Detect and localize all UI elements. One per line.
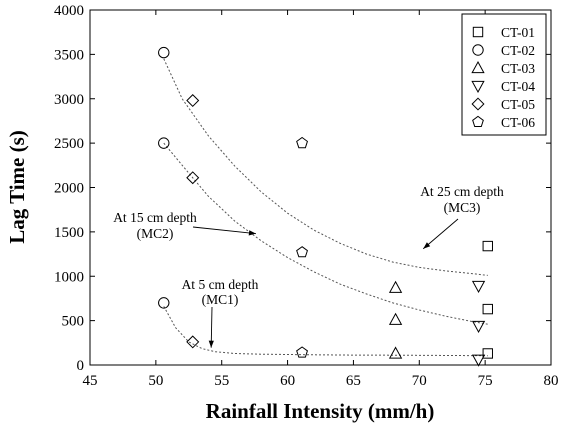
point-ct04 <box>471 280 486 294</box>
annotation-mc3: At 25 cm depth (MC3) <box>420 184 504 250</box>
point-ct06 <box>296 346 308 358</box>
y-tick-label: 0 <box>77 358 85 374</box>
legend: CT-01 CT-02 CT-03 CT-04 CT-05 CT-06 <box>461 13 547 136</box>
legend-label-ct01: CT-01 <box>501 25 535 40</box>
y-tick-label: 3000 <box>54 92 84 108</box>
point-ct02 <box>158 46 170 59</box>
x-tick-label: 70 <box>412 373 427 389</box>
arrow-head <box>208 340 214 348</box>
legend-marker-ct03 <box>471 60 485 74</box>
x-tick-label: 65 <box>346 373 361 389</box>
point-ct03 <box>388 346 403 359</box>
y-tick-label: 2500 <box>54 136 84 152</box>
y-tick-label: 3500 <box>54 47 84 63</box>
legend-label-ct05: CT-05 <box>501 97 535 112</box>
point-ct04 <box>471 354 486 367</box>
annotation-mc3-arrow <box>422 218 459 250</box>
x-tick-label: 45 <box>83 373 98 389</box>
point-ct06 <box>296 136 308 149</box>
point-ct01 <box>482 240 493 252</box>
x-tick-label: 60 <box>280 373 295 389</box>
legend-marker-ct04 <box>471 80 485 94</box>
axis-ticks: 45 50 55 60 65 70 75 80 0 500 1000 1500 2000 2500 3000… <box>54 3 559 389</box>
annotation-mc3-line1: At 25 cm depth <box>420 184 504 199</box>
point-ct01 <box>482 348 493 359</box>
annotation-mc1: At 5 cm depth (MC1) <box>182 277 259 348</box>
x-tick-label: 80 <box>544 373 559 389</box>
y-tick-label: 1500 <box>54 225 84 241</box>
annotation-mc1-line2: (MC1) <box>202 292 239 307</box>
point-ct04 <box>471 320 486 333</box>
legend-label-ct06: CT-06 <box>501 115 535 130</box>
annotation-mc2-arrow <box>192 226 257 235</box>
annotation-mc2-line2: (MC2) <box>137 226 174 241</box>
y-tick-label: 2000 <box>54 181 84 197</box>
point-ct02 <box>158 297 170 309</box>
point-ct05 <box>186 94 200 108</box>
point-ct02 <box>158 137 170 149</box>
annotation-mc3-line2: (MC3) <box>444 200 481 215</box>
legend-marker-ct02 <box>472 44 484 56</box>
data-points <box>158 46 493 367</box>
legend-label-ct03: CT-03 <box>501 61 535 76</box>
annotation-mc1-line1: At 5 cm depth <box>182 277 259 292</box>
x-tick-label: 75 <box>478 373 493 389</box>
legend-label-ct02: CT-02 <box>501 43 535 58</box>
x-tick-label: 55 <box>214 373 229 389</box>
legend-marker-ct06 <box>472 115 484 127</box>
point-ct01 <box>482 303 493 315</box>
legend-box <box>461 13 547 136</box>
x-axis-title: Rainfall Intensity (mm/h) <box>206 399 435 423</box>
x-tick-label: 50 <box>148 373 163 389</box>
legend-markers <box>471 26 485 127</box>
point-ct06 <box>296 246 308 258</box>
annotation-mc2-line1: At 15 cm depth <box>113 210 197 225</box>
legend-label-ct04: CT-04 <box>501 79 535 94</box>
arrow-head <box>423 242 431 249</box>
legend-marker-ct05 <box>471 97 485 111</box>
point-ct03 <box>388 312 403 325</box>
point-ct03 <box>388 280 403 293</box>
fit-curves <box>163 58 488 357</box>
y-tick-label: 500 <box>62 314 85 330</box>
point-ct05 <box>186 171 200 185</box>
y-tick-label: 4000 <box>54 3 84 19</box>
point-ct05 <box>186 335 200 349</box>
y-axis-title: Lag Time (s) <box>5 130 29 244</box>
legend-marker-ct01 <box>472 26 484 38</box>
annotation-mc2: At 15 cm depth (MC2) <box>113 210 257 241</box>
arrow-head <box>248 230 256 236</box>
fit-curve-3 <box>163 306 488 357</box>
fit-curve-1 <box>163 58 488 276</box>
y-tick-label: 1000 <box>54 269 84 285</box>
